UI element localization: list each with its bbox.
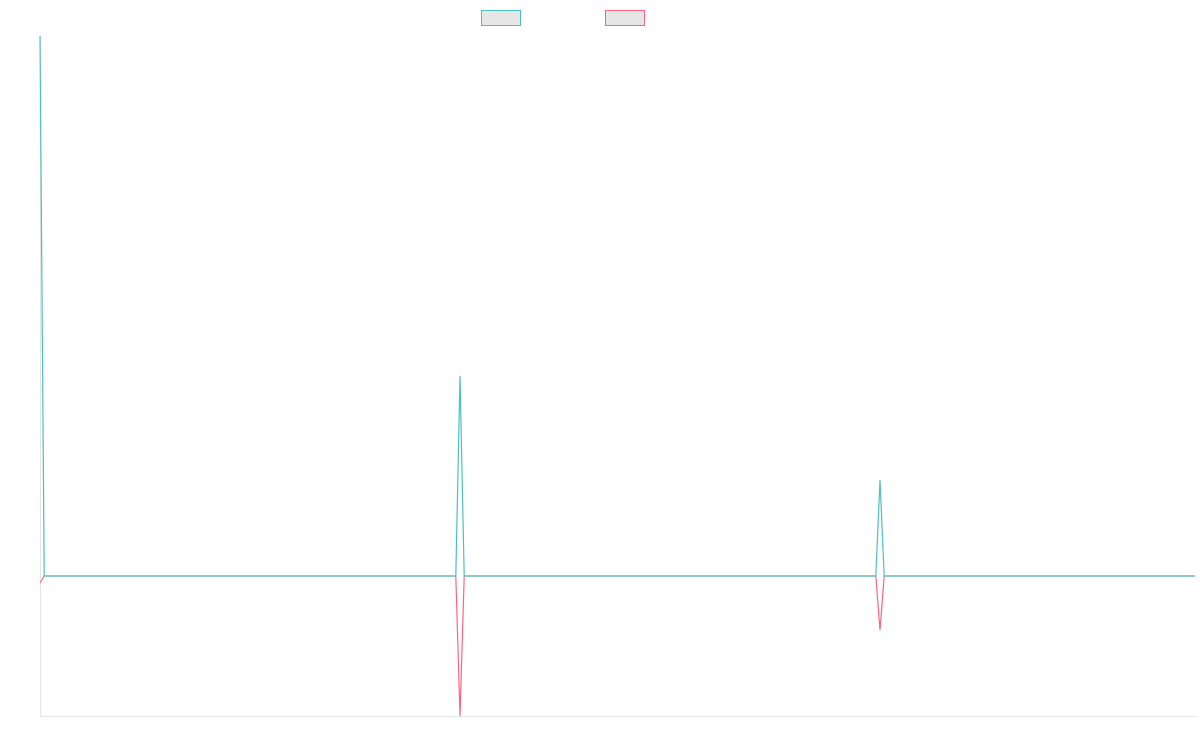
legend — [481, 10, 645, 26]
series-line — [39, 575, 1195, 717]
legend-swatch[interactable] — [605, 10, 645, 26]
series-line — [39, 35, 1195, 577]
legend-swatch[interactable] — [481, 10, 521, 26]
plot-area — [39, 35, 1195, 717]
